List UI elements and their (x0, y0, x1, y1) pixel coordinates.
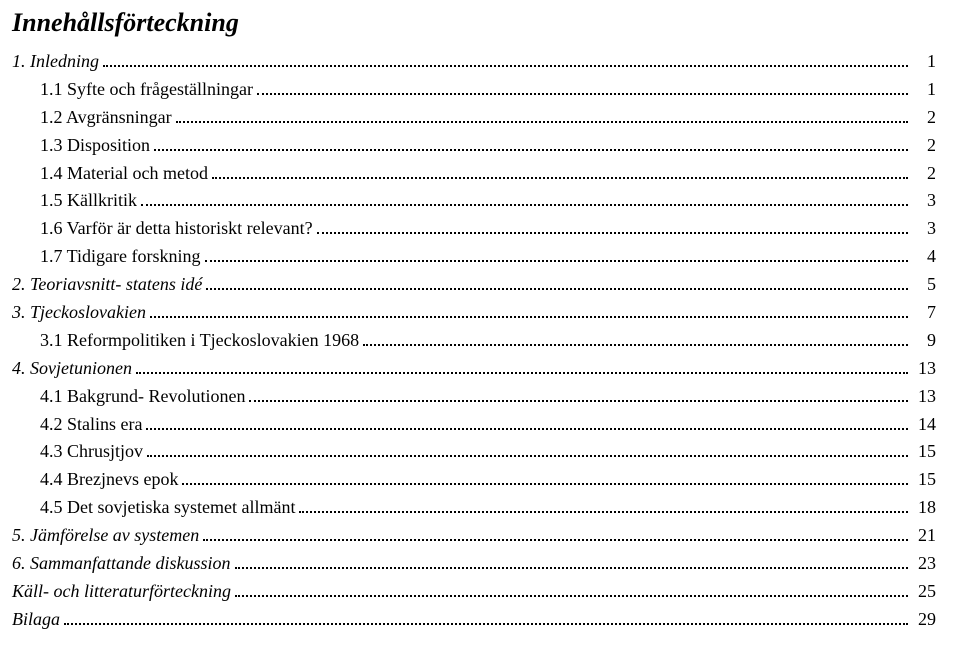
toc-entry-label: 4.2 Stalins era (40, 411, 142, 439)
toc-entry-label: 4. Sovjetunionen (12, 355, 132, 383)
toc-entry-label: Bilaga (12, 606, 60, 634)
toc-entry: 4.1 Bakgrund- Revolutionen 13 (12, 383, 936, 411)
toc-entry: 4.4 Brezjnevs epok 15 (12, 466, 936, 494)
toc-entry-page: 3 (912, 187, 936, 215)
page: Innehållsförteckning 1. Inledning11.1 Sy… (0, 0, 960, 658)
toc-entry-page: 7 (912, 299, 936, 327)
toc-entry-page: 2 (912, 132, 936, 160)
toc-leader-dots (176, 105, 908, 123)
toc-entry: 1.4 Material och metod 2 (12, 160, 936, 188)
toc-leader-dots (363, 328, 908, 346)
toc-entry-page: 2 (912, 104, 936, 132)
toc-entry-label: 6. Sammanfattande diskussion (12, 550, 231, 578)
toc-leader-dots (182, 467, 908, 485)
toc-entry-label: 4.3 Chrusjtjov (40, 438, 143, 466)
toc-leader-dots (257, 77, 908, 95)
toc-entry: 2. Teoriavsnitt- statens idé 5 (12, 271, 936, 299)
toc-entry-label: 3.1 Reformpolitiken i Tjeckoslovakien 19… (40, 327, 359, 355)
toc-entry: 1. Inledning 1 (12, 48, 936, 76)
toc-entry-label: 4.5 Det sovjetiska systemet allmänt (40, 494, 295, 522)
toc-entry: 4.2 Stalins era 14 (12, 411, 936, 439)
toc-entry-page: 15 (912, 438, 936, 466)
toc-leader-dots (203, 523, 908, 541)
toc-leader-dots (150, 300, 908, 318)
toc-leader-dots (64, 607, 908, 625)
toc-entry-label: 1.4 Material och metod (40, 160, 208, 188)
toc-leader-dots (299, 495, 908, 513)
toc-entry: 3.1 Reformpolitiken i Tjeckoslovakien 19… (12, 327, 936, 355)
toc-entry-page: 3 (912, 215, 936, 243)
toc-leader-dots (103, 49, 908, 67)
toc-entry-page: 23 (912, 550, 936, 578)
toc-entry: 6. Sammanfattande diskussion 23 (12, 550, 936, 578)
toc-entry-label: 5. Jämförelse av systemen (12, 522, 199, 550)
toc-entry: 4.3 Chrusjtjov 15 (12, 438, 936, 466)
toc-leader-dots (154, 132, 908, 150)
toc-leader-dots (136, 356, 908, 374)
toc-entry-page: 5 (912, 271, 936, 299)
toc-entry-page: 13 (912, 355, 936, 383)
toc-entry: Käll- och litteraturförteckning 25 (12, 578, 936, 606)
toc-entry-label: 1.5 Källkritik (40, 187, 137, 215)
toc-leader-dots (249, 384, 908, 402)
toc-entry-label: 1.3 Disposition (40, 132, 150, 160)
toc-entry-label: 1.2 Avgränsningar (40, 104, 172, 132)
toc-leader-dots (235, 579, 908, 597)
toc-entry-label: 2. Teoriavsnitt- statens idé (12, 271, 202, 299)
toc-leader-dots (147, 439, 908, 457)
toc-leader-dots (235, 551, 909, 569)
toc-entry-label: 4.4 Brezjnevs epok (40, 466, 178, 494)
toc-entry: Bilaga 29 (12, 606, 936, 634)
toc-entry-page: 18 (912, 494, 936, 522)
toc-entry: 1.7 Tidigare forskning 4 (12, 243, 936, 271)
toc-entry-page: 15 (912, 466, 936, 494)
toc-title: Innehållsförteckning (12, 8, 936, 38)
toc-entry: 1.5 Källkritik 3 (12, 187, 936, 215)
toc-leader-dots (206, 272, 908, 290)
toc-entry-page: 25 (912, 578, 936, 606)
toc-entry: 1.3 Disposition 2 (12, 132, 936, 160)
toc-entry-page: 1 (912, 76, 936, 104)
toc-entry-page: 4 (912, 243, 936, 271)
toc-entry-page: 9 (912, 327, 936, 355)
toc-entry-page: 14 (912, 411, 936, 439)
toc-leader-dots (141, 188, 908, 206)
toc-entry-label: 1. Inledning (12, 48, 99, 76)
toc-leader-dots (205, 244, 908, 262)
toc-entry-label: 1.1 Syfte och frågeställningar (40, 76, 253, 104)
toc-entry-label: 1.6 Varför är detta historiskt relevant? (40, 215, 313, 243)
toc-entry: 1.2 Avgränsningar 2 (12, 104, 936, 132)
toc-entry: 4.5 Det sovjetiska systemet allmänt 18 (12, 494, 936, 522)
toc-entry-label: 1.7 Tidigare forskning (40, 243, 201, 271)
toc-entry-page: 2 (912, 160, 936, 188)
toc-leader-dots (212, 160, 908, 178)
toc-entry: 4. Sovjetunionen 13 (12, 355, 936, 383)
toc-entry-label: Käll- och litteraturförteckning (12, 578, 231, 606)
toc-entry-label: 3. Tjeckoslovakien (12, 299, 146, 327)
toc-entry-page: 29 (912, 606, 936, 634)
toc-leader-dots (317, 216, 908, 234)
toc-entry-page: 1 (912, 48, 936, 76)
toc-entry: 1.1 Syfte och frågeställningar 1 (12, 76, 936, 104)
toc-entry: 1.6 Varför är detta historiskt relevant?… (12, 215, 936, 243)
toc-entry: 3. Tjeckoslovakien 7 (12, 299, 936, 327)
toc-entry-label: 4.1 Bakgrund- Revolutionen (40, 383, 245, 411)
toc-entry-page: 21 (912, 522, 936, 550)
toc-entry: 5. Jämförelse av systemen 21 (12, 522, 936, 550)
toc-leader-dots (146, 411, 908, 429)
toc-list: 1. Inledning11.1 Syfte och frågeställnin… (12, 48, 936, 634)
toc-entry-page: 13 (912, 383, 936, 411)
